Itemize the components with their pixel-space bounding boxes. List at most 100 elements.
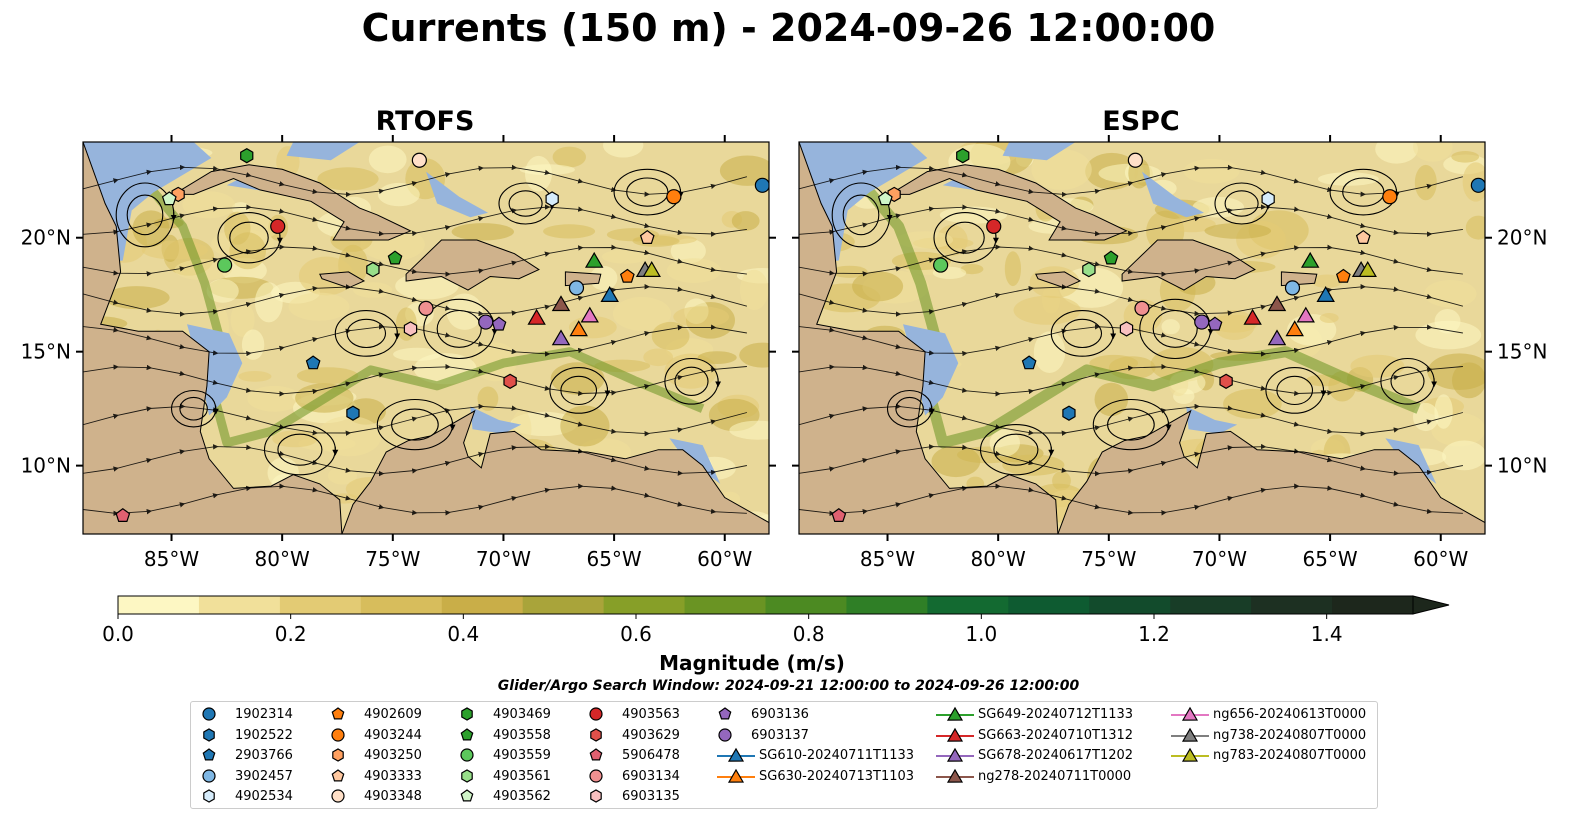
magnitude-patch	[739, 269, 769, 311]
legend-label: 4903562	[493, 789, 551, 804]
legend-marker	[946, 706, 964, 721]
streamline	[799, 284, 1464, 317]
streamline	[799, 403, 1464, 437]
magnitude-patch	[254, 282, 283, 323]
magnitude-patch	[229, 232, 266, 270]
magnitude-patch	[729, 420, 769, 440]
legend-label: 5906478	[622, 748, 680, 763]
platform-ng783-20240807T0000	[642, 261, 661, 277]
colorbar-tick-label: 0.6	[620, 622, 652, 646]
magnitude-patch	[317, 415, 382, 457]
colorbar-segment	[1170, 596, 1252, 614]
lat-tick-label: 15°N	[1497, 340, 1547, 364]
magnitude-patch	[241, 329, 265, 360]
magnitude-patch	[739, 342, 769, 368]
magnitude-patch	[1424, 280, 1477, 308]
magnitude-patch	[1192, 196, 1245, 218]
streamline	[83, 403, 748, 437]
legend-label: ng738-20240807T0000	[1213, 727, 1367, 743]
magnitude-patch	[368, 145, 407, 174]
colorbar-tick-label: 0.2	[275, 622, 307, 646]
platform-4903559	[217, 257, 233, 273]
platform-4902534	[545, 191, 559, 207]
platform-5906478	[831, 508, 847, 523]
lon-tick-label: 85°W	[860, 547, 915, 571]
colorbar-segment	[118, 596, 200, 614]
legend-marker	[946, 747, 964, 762]
platform-4903563	[986, 218, 1002, 234]
legend-label: 4903250	[364, 748, 422, 763]
platform-6903136	[491, 316, 507, 331]
streamline	[83, 483, 747, 517]
legend-label: SG649-20240712T1133	[978, 707, 1134, 722]
lon-tick-label: 70°W	[476, 547, 531, 571]
magnitude-patch	[1465, 215, 1485, 240]
magnitude-patch	[1319, 313, 1339, 323]
platform-1902522	[346, 405, 360, 421]
legend-label: SG610-20240711T1133	[759, 748, 915, 763]
lon-tick-label: 65°W	[586, 547, 641, 571]
legend-marker	[460, 789, 474, 802]
legend-marker	[589, 768, 603, 783]
shallow-water	[286, 142, 360, 161]
magnitude-patch	[1052, 471, 1071, 491]
magnitude-patch	[1452, 362, 1485, 399]
magnitude-patch	[1161, 319, 1180, 335]
colorbar-tick-label: 0.8	[793, 622, 825, 646]
streamline	[799, 164, 1464, 198]
platform-4903333	[639, 229, 655, 244]
colorbar-segment	[1008, 596, 1090, 614]
legend-marker	[1181, 747, 1199, 762]
platform-1902522	[1062, 405, 1076, 421]
platform-4903558	[1103, 250, 1119, 265]
shallow-water	[1002, 142, 1076, 161]
colorbar-tick-label: 1.2	[1138, 622, 1170, 646]
legend-label: 4902609	[364, 707, 422, 722]
platform-4902609	[1335, 268, 1351, 283]
platform-4902534	[1261, 191, 1275, 207]
colorbar-segment	[1089, 596, 1171, 614]
legend-marker	[727, 768, 745, 783]
legend-marker	[202, 768, 216, 783]
magnitude-patch	[1223, 388, 1282, 419]
colorbar-segment	[441, 596, 524, 614]
legend-marker	[460, 748, 474, 762]
map-panel-rtofs: 85°W 80°W 75°W 70°W 65°W 60°W 20°N 15°N 10°N	[21, 135, 776, 571]
streamline	[799, 483, 1463, 517]
colorbar-segment	[927, 596, 1009, 614]
platform-ng278-20240711T0000	[551, 295, 571, 312]
magnitude-patch	[288, 292, 350, 321]
platform-5906478	[115, 508, 131, 523]
platform-2903766	[1021, 355, 1037, 370]
magnitude-patch	[1204, 223, 1272, 239]
lon-tick-label: 75°W	[1081, 547, 1136, 571]
legend-label: 4903558	[493, 727, 551, 743]
magnitude-patch	[238, 371, 272, 382]
platform-4903469	[240, 148, 254, 164]
platform-SG663-20240710T1312	[1243, 308, 1262, 325]
magnitude-patch	[852, 271, 904, 302]
platform-6903137	[1194, 314, 1210, 330]
platform-4903244	[666, 189, 682, 205]
platform-SG663-20240710T1312	[527, 308, 546, 325]
magnitude-patch	[931, 445, 981, 478]
figure-title: Currents (150 m) - 2024-09-26 12:00:00	[361, 6, 1216, 50]
magnitude-patch	[1442, 440, 1485, 471]
platform-SG610-20240711T1133	[1316, 286, 1335, 302]
legend-marker	[946, 768, 964, 783]
legend-marker	[331, 727, 345, 742]
platform-4903563	[270, 218, 286, 234]
legend-marker	[589, 707, 603, 721]
platform-4902609	[619, 268, 635, 283]
legend-marker	[203, 789, 215, 803]
platform-6903134	[1134, 300, 1150, 316]
lon-tick-label: 70°W	[1192, 547, 1247, 571]
streamline	[83, 443, 747, 477]
magnitude-patch	[1434, 394, 1453, 429]
platform-4903348	[1127, 152, 1143, 168]
legend-marker	[1181, 727, 1199, 742]
legend-label: 4903348	[364, 789, 422, 804]
lat-tick-label: 20°N	[1497, 226, 1547, 250]
legend-label: ng783-20240807T0000	[1213, 748, 1367, 763]
